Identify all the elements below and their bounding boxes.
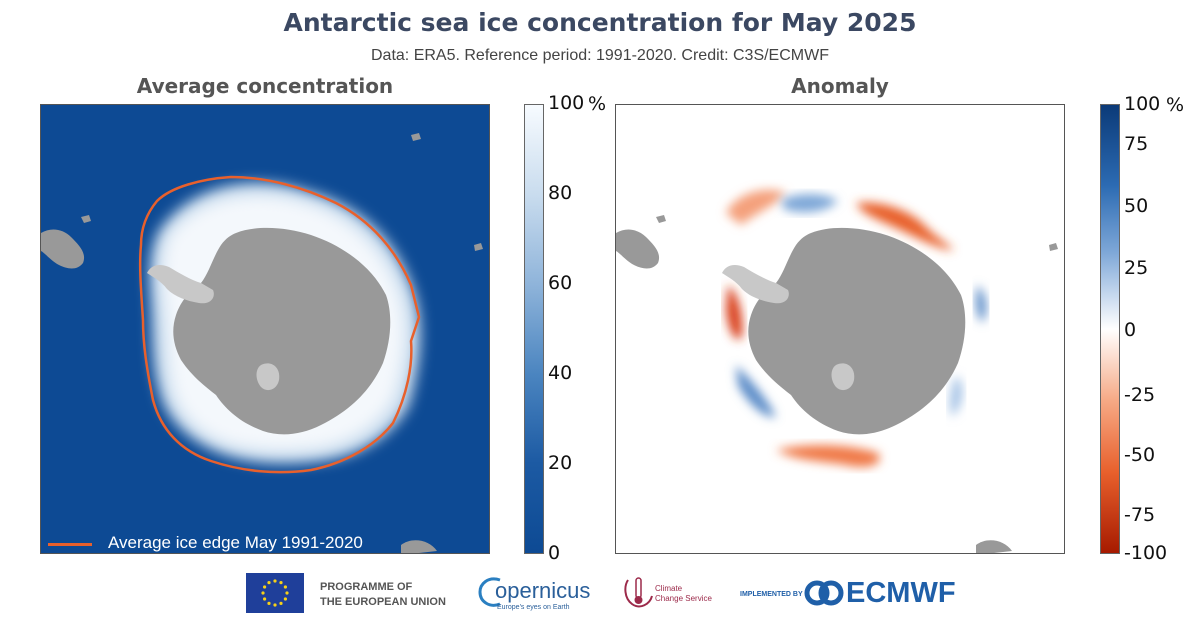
c3s-text: Climate Change Service bbox=[655, 584, 712, 604]
copernicus-wordmark: opernicus bbox=[495, 578, 591, 603]
anomaly-positive-southeast bbox=[949, 375, 963, 417]
ecmwf-wordmark: ECMWF bbox=[846, 577, 956, 609]
anomaly-map bbox=[615, 104, 1065, 554]
anomaly-negative-northeast bbox=[856, 202, 954, 251]
eu-line-1: PROGRAMME OF bbox=[320, 581, 413, 593]
average-concentration-svg bbox=[41, 133, 483, 553]
copernicus-tagline: Europe's eyes on Earth bbox=[497, 604, 570, 611]
anomaly-positive-north bbox=[781, 194, 838, 213]
anomaly-positive-southwest bbox=[736, 365, 776, 418]
anomaly-positive-east bbox=[975, 285, 987, 323]
ice-edge-legend-label: Average ice edge May 1991-2020 bbox=[108, 533, 363, 552]
concentration-colorbar bbox=[524, 104, 544, 554]
anomaly-tick-minus-75: -75 bbox=[1124, 504, 1156, 526]
eu-line-2: THE EUROPEAN UNION bbox=[320, 596, 446, 608]
average-ice-edge bbox=[138, 175, 421, 474]
anomaly-svg bbox=[616, 189, 1058, 553]
eu-programme-text: PROGRAMME OF THE EUROPEAN UNION bbox=[320, 580, 446, 610]
concentration-tick-100: 100 bbox=[548, 92, 585, 114]
c3s-line-2: Change Service bbox=[655, 594, 712, 603]
concentration-tick-80: 80 bbox=[548, 182, 573, 204]
anomaly-colorbar bbox=[1100, 104, 1120, 554]
antarctica-land-anomaly bbox=[748, 227, 966, 435]
island-4 bbox=[401, 540, 437, 553]
ecmwf-symbol-icon bbox=[804, 580, 844, 606]
c3s-line-1: Climate bbox=[655, 584, 683, 593]
eu-stars-icon bbox=[261, 579, 289, 607]
c3s-thermometer-icon bbox=[620, 570, 654, 612]
south-america-tip bbox=[41, 229, 85, 269]
island-3 bbox=[474, 243, 483, 251]
antarctic-peninsula-anomaly bbox=[722, 265, 789, 304]
anomaly-negative-west bbox=[726, 285, 743, 340]
island-2 bbox=[411, 133, 421, 141]
ross-ice-shelf bbox=[256, 363, 280, 391]
anomaly-negative-south bbox=[776, 445, 880, 467]
antarctic-peninsula bbox=[147, 265, 214, 304]
concentration-tick-0: 0 bbox=[548, 542, 561, 564]
right-panel-title: Anomaly bbox=[791, 74, 889, 98]
anomaly-tick-0: 0 bbox=[1124, 319, 1137, 341]
island-6 bbox=[1049, 243, 1058, 251]
island-7 bbox=[976, 540, 1012, 553]
chart-title: Antarctic sea ice concentration for May … bbox=[283, 8, 917, 37]
concentration-tick-20: 20 bbox=[548, 452, 573, 474]
island-5 bbox=[656, 215, 666, 223]
concentration-tick-60: 60 bbox=[548, 272, 573, 294]
chart-subtitle: Data: ERA5. Reference period: 1991-2020.… bbox=[371, 47, 829, 64]
average-concentration-map bbox=[40, 104, 490, 554]
island-1 bbox=[81, 215, 91, 223]
eu-flag-logo bbox=[246, 573, 304, 613]
anomaly-tick-50: 50 bbox=[1124, 195, 1149, 217]
anomaly-tick-100: 100 bbox=[1124, 93, 1161, 115]
concentration-tick-40: 40 bbox=[548, 362, 573, 384]
concentration-unit: % bbox=[588, 93, 607, 115]
ross-ice-shelf-anomaly bbox=[831, 363, 855, 391]
anomaly-tick-minus-100: -100 bbox=[1124, 542, 1168, 564]
ice-edge-legend-swatch bbox=[48, 543, 92, 546]
anomaly-tick-minus-25: -25 bbox=[1124, 384, 1156, 406]
left-panel-title: Average concentration bbox=[136, 74, 394, 98]
anomaly-unit: % bbox=[1166, 94, 1185, 116]
anomaly-negative-northwest bbox=[726, 189, 786, 225]
copernicus-c-icon bbox=[478, 572, 504, 612]
anomaly-tick-minus-50: -50 bbox=[1124, 444, 1156, 466]
implemented-by-text: IMPLEMENTED BY bbox=[740, 591, 803, 598]
anomaly-tick-25: 25 bbox=[1124, 257, 1149, 279]
antarctica-land bbox=[173, 227, 391, 435]
anomaly-tick-75: 75 bbox=[1124, 133, 1149, 155]
south-america-tip-anomaly bbox=[616, 229, 660, 269]
